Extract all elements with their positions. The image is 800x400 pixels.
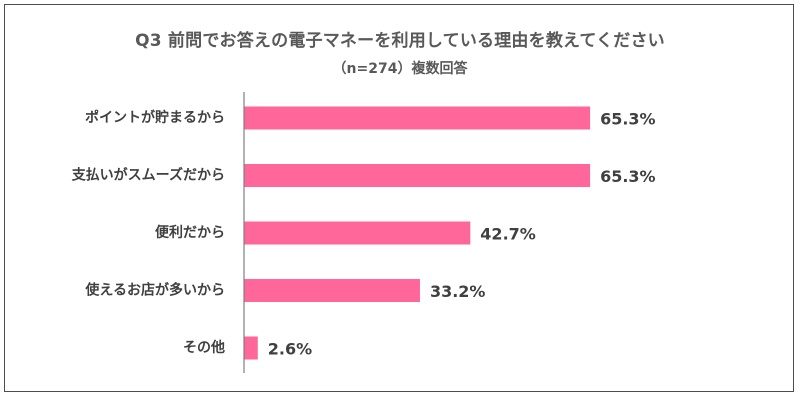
category-label: 便利だから [155,224,225,241]
chart-frame [4,4,794,392]
chart-title: Q3 前問でお答えの電子マネーを利用している理由を教えてください [135,31,665,51]
category-label: 使えるお店が多いから [84,282,225,299]
value-label: 33.2% [430,282,486,301]
value-label: 65.3% [600,110,656,129]
bar [244,221,471,245]
category-label: ポイントが貯まるから [85,109,225,126]
bar [244,164,591,187]
value-label: 2.6% [268,340,312,359]
value-label: 42.7% [480,225,536,244]
value-label: 65.3% [600,167,656,186]
bar [244,336,258,360]
category-label: 支払いがスムーズだから [71,167,225,184]
bar [244,106,591,130]
bar [244,279,420,302]
category-label: その他 [183,339,225,356]
chart-subtitle: （n=274）複数回答 [332,61,468,77]
bar-group: ポイントが貯まるから 65.3% 支払いがスムーズだから 65.3% 便利だから 42.7… [71,106,656,360]
